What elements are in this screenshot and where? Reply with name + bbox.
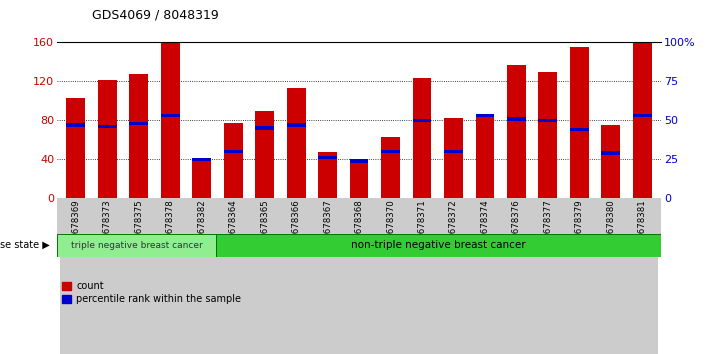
Bar — [66, 123, 85, 127]
Bar — [123, 198, 154, 354]
Bar — [501, 198, 532, 354]
Bar — [287, 123, 306, 127]
Bar — [595, 198, 626, 354]
Bar — [381, 150, 400, 153]
Bar — [255, 126, 274, 130]
Text: disease state ▶: disease state ▶ — [0, 240, 50, 250]
Bar — [218, 198, 249, 354]
Bar — [633, 114, 652, 118]
Bar — [186, 198, 218, 354]
Bar — [507, 117, 526, 120]
Bar — [66, 98, 85, 198]
Bar — [98, 125, 117, 128]
Bar — [216, 234, 661, 257]
Bar — [412, 79, 432, 198]
Bar — [318, 156, 337, 159]
Bar — [626, 198, 658, 354]
Bar — [312, 198, 343, 354]
Bar — [476, 114, 494, 118]
Text: GDS4069 / 8048319: GDS4069 / 8048319 — [92, 8, 219, 21]
Bar — [570, 128, 589, 131]
Bar — [350, 161, 368, 198]
Bar — [57, 234, 216, 257]
Bar — [406, 198, 438, 354]
Bar — [60, 198, 92, 354]
Bar — [92, 198, 123, 354]
Bar — [532, 198, 564, 354]
Bar — [412, 119, 432, 122]
Legend: count, percentile rank within the sample: count, percentile rank within the sample — [62, 281, 241, 304]
Bar — [507, 65, 526, 198]
Bar — [129, 122, 148, 125]
Text: triple negative breast cancer: triple negative breast cancer — [70, 241, 202, 250]
Bar — [438, 198, 469, 354]
Bar — [161, 114, 180, 118]
Bar — [469, 198, 501, 354]
Text: non-triple negative breast cancer: non-triple negative breast cancer — [351, 240, 526, 250]
Bar — [381, 137, 400, 198]
Bar — [318, 153, 337, 198]
Bar — [255, 110, 274, 198]
Bar — [538, 72, 557, 198]
Bar — [476, 115, 494, 198]
Bar — [602, 152, 620, 155]
Bar — [98, 80, 117, 198]
Bar — [224, 150, 242, 153]
Bar — [154, 198, 186, 354]
Bar — [192, 158, 211, 198]
Bar — [249, 198, 280, 354]
Bar — [280, 198, 312, 354]
Bar — [350, 159, 368, 162]
Bar — [192, 158, 211, 161]
Bar — [602, 125, 620, 198]
Bar — [444, 150, 463, 153]
Bar — [129, 74, 148, 198]
Bar — [633, 42, 652, 198]
Bar — [564, 198, 595, 354]
Bar — [287, 88, 306, 198]
Bar — [224, 123, 242, 198]
Bar — [375, 198, 406, 354]
Bar — [570, 47, 589, 198]
Bar — [444, 118, 463, 198]
Bar — [538, 119, 557, 122]
Bar — [343, 198, 375, 354]
Bar — [161, 42, 180, 198]
